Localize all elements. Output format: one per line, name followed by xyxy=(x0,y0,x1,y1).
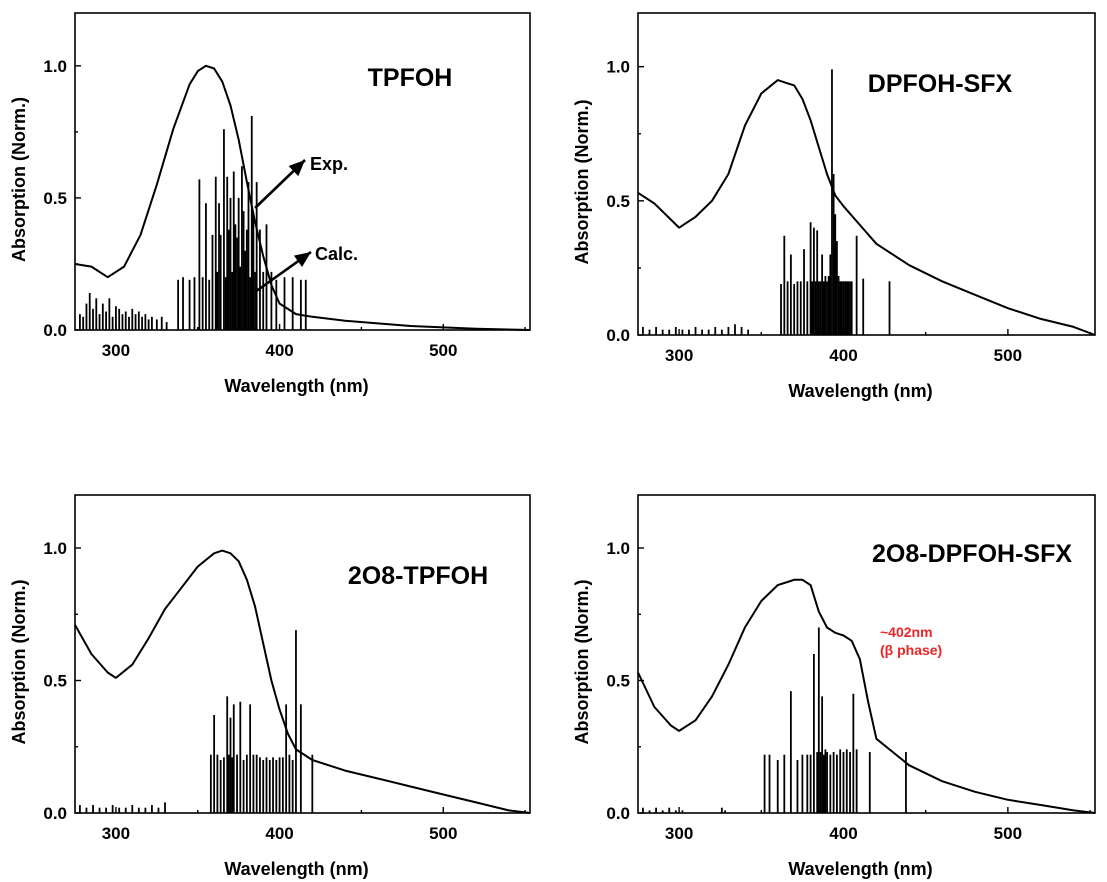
annotation-beta-phase: (β phase) xyxy=(880,642,942,658)
y-axis-label: Absorption (Norm.) xyxy=(9,580,29,745)
x-tick-label: 500 xyxy=(429,824,457,843)
y-tick-label: 0.5 xyxy=(43,672,67,691)
x-tick-label: 400 xyxy=(265,341,293,360)
y-tick-label: 1.0 xyxy=(43,57,67,76)
absorption-curve xyxy=(637,578,1096,814)
annotations-panel-4: ~402nm (β phase) xyxy=(880,624,942,658)
x-axis-label: Wavelength (nm) xyxy=(788,381,932,401)
plot-frame xyxy=(74,12,531,331)
x-tick-label: 400 xyxy=(829,346,857,365)
x-axis-label: Wavelength (nm) xyxy=(788,859,932,879)
y-tick-label: 0.0 xyxy=(606,326,630,345)
x-tick-label: 400 xyxy=(265,824,293,843)
annotation-beta-wavelength: ~402nm xyxy=(880,624,933,640)
y-tick-label: 0.5 xyxy=(606,192,630,211)
panel-title: 2O8-TPFOH xyxy=(348,562,488,590)
x-tick-label: 500 xyxy=(994,824,1022,843)
x-tick-label: 300 xyxy=(102,341,130,360)
y-tick-label: 0.5 xyxy=(43,189,67,208)
exp-arrow-head xyxy=(288,160,305,177)
y-tick-label: 0.0 xyxy=(606,804,630,823)
y-tick-label: 1.0 xyxy=(606,539,630,558)
y-tick-label: 0.0 xyxy=(43,804,67,823)
annotation-calc: Calc. xyxy=(315,244,358,264)
x-tick-label: 300 xyxy=(665,346,693,365)
absorption-curve xyxy=(74,549,531,814)
annotation-exp: Exp. xyxy=(310,154,348,174)
chart-panel-4: 300 400 500 0.0 0.5 1.0 Wavelength (nm) Absorpt… xyxy=(572,494,1096,879)
chart-panel-1: 300 400 500 0.0 0.5 1.0 Wavelength (nm) Absorpt… xyxy=(9,12,531,396)
y-tick-label: 1.0 xyxy=(606,58,630,77)
y-axis-label: Absorption (Norm.) xyxy=(572,580,592,745)
y-axis-label: Absorption (Norm.) xyxy=(9,97,29,262)
plot-frame xyxy=(637,494,1096,814)
panel-title: DPFOH-SFX xyxy=(868,70,1013,98)
x-tick-label: 500 xyxy=(429,341,457,360)
y-tick-label: 0.5 xyxy=(606,672,630,691)
x-tick-label: 500 xyxy=(994,346,1022,365)
absorption-curve xyxy=(637,79,1096,336)
panel-title: TPFOH xyxy=(368,64,453,92)
absorption-curve xyxy=(74,64,531,331)
x-tick-label: 300 xyxy=(665,824,693,843)
x-axis-label: Wavelength (nm) xyxy=(224,376,368,396)
y-axis-label: Absorption (Norm.) xyxy=(572,100,592,265)
plot-frame xyxy=(637,12,1096,336)
plot-frame xyxy=(74,494,531,814)
panel-title: 2O8-DPFOH-SFX xyxy=(872,540,1072,568)
y-tick-label: 1.0 xyxy=(43,539,67,558)
chart-panel-2: 300 400 500 0.0 0.5 1.0 Wavelength (nm) Absorpt… xyxy=(572,12,1096,401)
x-axis-label: Wavelength (nm) xyxy=(224,859,368,879)
chart-panel-3: 300 400 500 0.0 0.5 1.0 Wavelength (nm) Absorpt… xyxy=(9,494,531,879)
x-tick-label: 400 xyxy=(829,824,857,843)
x-tick-label: 300 xyxy=(102,824,130,843)
y-tick-label: 0.0 xyxy=(43,321,67,340)
annotations-panel-1: Exp. Calc. xyxy=(254,154,358,294)
calc-arrow-head xyxy=(293,252,311,267)
